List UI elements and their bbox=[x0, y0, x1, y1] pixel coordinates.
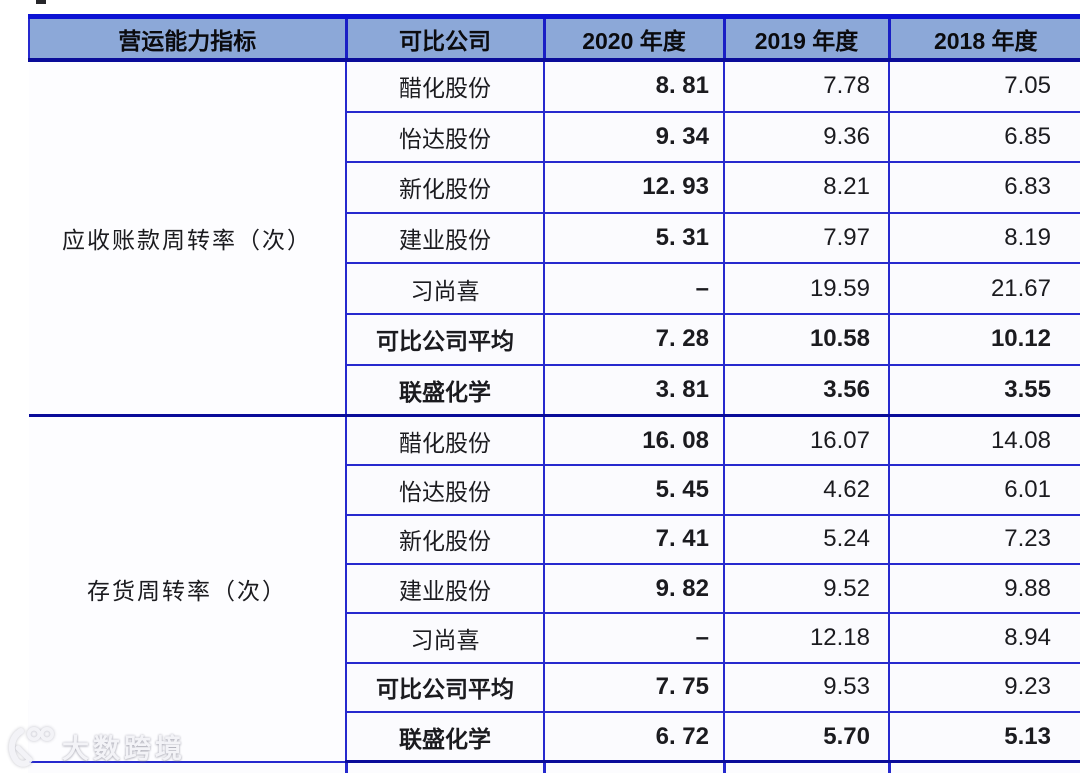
company-cell: 习尚喜 bbox=[345, 612, 545, 664]
company-cell: 可比公司平均 bbox=[345, 312, 545, 366]
company-cell: 建业股份 bbox=[345, 211, 545, 265]
value-2019-cell: 9.53 bbox=[723, 661, 890, 713]
value-2019-cell: 7.97 bbox=[723, 211, 890, 265]
value-2019-cell: 10.58 bbox=[723, 312, 890, 366]
value-2019-cell: 7.78 bbox=[723, 59, 890, 113]
value-2018-cell: 8.19 bbox=[888, 211, 1080, 265]
value-2018-cell: 8.94 bbox=[888, 612, 1080, 664]
company-cell: 怡达股份 bbox=[345, 110, 545, 164]
value-2018-cell: 10.12 bbox=[888, 312, 1080, 366]
value-2018-cell: 21.67 bbox=[888, 262, 1080, 315]
value-2020-cell: 6. 72 bbox=[543, 710, 725, 764]
value-2020-cell: 7. 41 bbox=[543, 513, 725, 566]
value-2019-cell: 19.59 bbox=[723, 262, 890, 315]
header-company: 可比公司 bbox=[344, 16, 544, 62]
value-2019-cell: 5.24 bbox=[723, 513, 890, 566]
value-2018-cell: 7.23 bbox=[888, 513, 1080, 566]
company-cell: 新化股份 bbox=[345, 161, 545, 214]
value-2019-cell: 8.21 bbox=[723, 161, 890, 214]
table-row: 可比公司平均 7. 75 9.53 9.23 bbox=[29, 661, 1080, 713]
value-2020-cell: 9. 34 bbox=[543, 110, 725, 164]
value-2018-cell: 7.05 bbox=[888, 59, 1080, 113]
table-row: 应收账款周转率（次） 醋化股份 8. 81 7.78 7.05 bbox=[29, 59, 1080, 417]
header-row: 营运能力指标 可比公司 2020 年度 2019 年度 2018 年度 bbox=[28, 16, 1080, 62]
table-header: 营运能力指标 可比公司 2020 年度 2019 年度 2018 年度 bbox=[28, 16, 1080, 62]
table-row: 联盛化学 6. 72 5.70 5.13 bbox=[29, 710, 1080, 764]
value-2018-cell: 14.08 bbox=[888, 414, 1080, 467]
value-2020-cell: – bbox=[543, 612, 725, 664]
header-year-2020: 2020 年度 bbox=[542, 16, 724, 62]
value-2018-cell: 6.83 bbox=[888, 161, 1080, 214]
header-year-2018: 2018 年度 bbox=[887, 16, 1080, 62]
company-cell: 新化股份 bbox=[345, 513, 545, 566]
value-2019-cell: 4.62 bbox=[723, 464, 890, 516]
table-row: 联盛化学 3. 81 3.56 3.55 bbox=[29, 363, 1080, 418]
value-2018-cell: 9.23 bbox=[888, 661, 1080, 713]
company-cell: 醋化股份 bbox=[345, 59, 545, 113]
value-2018-cell: 9.88 bbox=[888, 563, 1080, 615]
value-2018-cell: 6.01 bbox=[888, 464, 1080, 516]
value-2020-cell: 7. 28 bbox=[543, 312, 725, 366]
value-2020-cell: 16. 08 bbox=[543, 414, 725, 467]
indicator-section-1: 应收账款周转率（次） 醋化股份 8. 81 7.78 7.05 怡达股份 9. 34 9.36… bbox=[29, 59, 1080, 418]
value-2020-cell: 9. 82 bbox=[543, 563, 725, 615]
value-2019-cell: 3.56 bbox=[723, 363, 890, 418]
table-row: 习尚喜 –19.59 21.67 bbox=[29, 262, 1080, 315]
value-2020-cell: – bbox=[543, 262, 725, 315]
table-row: 习尚喜 –12.18 8.94 bbox=[29, 612, 1080, 664]
value-2020-cell: 12. 93 bbox=[543, 161, 725, 214]
header-indicator: 营运能力指标 bbox=[28, 16, 346, 62]
table-row: 建业股份 5. 31 7.97 8.19 bbox=[29, 211, 1080, 265]
top-edge-artifact bbox=[36, 0, 46, 4]
value-2020-cell: 8. 81 bbox=[543, 59, 725, 113]
indicator-section-2: 存货周转率（次） 醋化股份 16. 08 16.07 14.08 怡达股份 5. 45 4.6… bbox=[29, 414, 1080, 764]
company-cell: 醋化股份 bbox=[345, 414, 545, 467]
company-cell: 习尚喜 bbox=[345, 262, 545, 315]
table-row: 怡达股份 5. 45 4.62 6.01 bbox=[29, 464, 1080, 516]
value-2019-cell: 5.70 bbox=[723, 710, 890, 764]
operating-capacity-table: 营运能力指标 可比公司 2020 年度 2019 年度 2018 年度 应收账款… bbox=[28, 14, 1080, 764]
value-2020-cell: 5. 31 bbox=[543, 211, 725, 265]
value-2018-cell: 3.55 bbox=[888, 363, 1080, 418]
table-row: 新化股份 12. 93 8.21 6.83 bbox=[29, 161, 1080, 214]
company-cell: 联盛化学 bbox=[345, 710, 545, 764]
value-2019-cell: 16.07 bbox=[723, 414, 890, 467]
company-cell: 可比公司平均 bbox=[345, 661, 545, 713]
value-2020-cell: 3. 81 bbox=[543, 363, 725, 418]
value-2019-cell: 12.18 bbox=[723, 612, 890, 664]
table-row: 新化股份 7. 41 5.24 7.23 bbox=[29, 513, 1080, 566]
indicator-cell: 存货周转率（次） bbox=[29, 414, 347, 763]
value-2020-cell: 7. 75 bbox=[543, 661, 725, 713]
company-cell: 怡达股份 bbox=[345, 464, 545, 516]
value-2019-cell: 9.36 bbox=[723, 110, 890, 164]
table-row: 存货周转率（次） 醋化股份 16. 08 16.07 14.08 bbox=[29, 414, 1080, 763]
table-row: 建业股份 9. 82 9.52 9.88 bbox=[29, 563, 1080, 615]
company-cell: 建业股份 bbox=[345, 563, 545, 615]
header-year-2019: 2019 年度 bbox=[722, 16, 889, 62]
indicator-cell: 应收账款周转率（次） bbox=[29, 59, 347, 417]
table-row: 怡达股份 9. 34 9.36 6.85 bbox=[29, 110, 1080, 164]
value-2019-cell: 9.52 bbox=[723, 563, 890, 615]
value-2020-cell: 5. 45 bbox=[543, 464, 725, 516]
value-2018-cell: 6.85 bbox=[888, 110, 1080, 164]
value-2018-cell: 5.13 bbox=[888, 710, 1080, 764]
company-cell: 联盛化学 bbox=[345, 363, 545, 418]
table-row: 可比公司平均 7. 28 10.58 10.12 bbox=[29, 312, 1080, 366]
